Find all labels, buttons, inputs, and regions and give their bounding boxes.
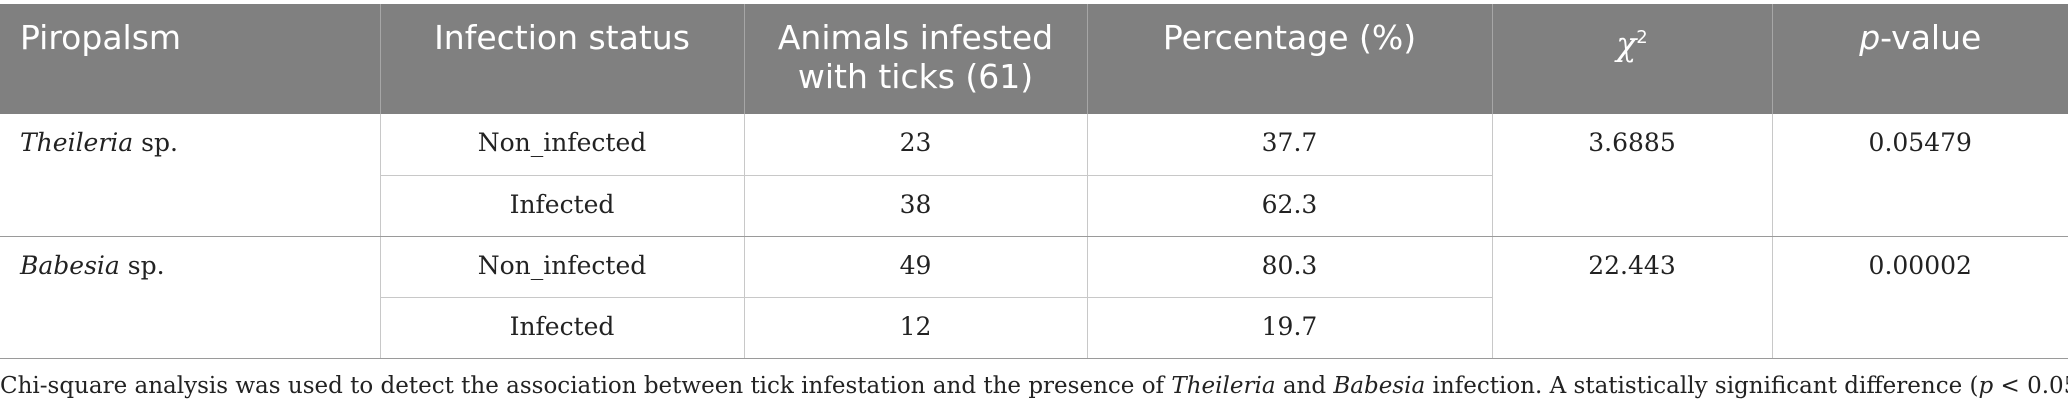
count-cell: 23 — [744, 114, 1088, 176]
genus-name: Theileria — [20, 128, 134, 157]
header-p-value: p-value — [1772, 4, 2068, 114]
genus-name: Babesia — [20, 250, 120, 280]
chi-superscript: 2 — [1636, 27, 1648, 48]
species-suffix: sp. — [119, 250, 165, 280]
header-row: Piropalsm Infection status Animals infes… — [0, 4, 2068, 114]
chi-cell: 22.443 — [1492, 236, 1773, 359]
footnote-genus2: Babesia — [1333, 373, 1426, 399]
status-cell: Infected — [380, 175, 745, 237]
header-piropalsm: Piropalsm — [0, 4, 381, 114]
status-cell: Non_infected — [380, 114, 745, 176]
species-suffix: sp. — [133, 128, 178, 157]
p-value-cell: 0.00002 — [1772, 236, 2068, 359]
footnote-part1: Chi-square analysis was used to detect t… — [0, 373, 1172, 399]
header-p-rest: -value — [1880, 18, 1982, 57]
header-animals-line1: Animals infested — [777, 18, 1054, 57]
results-table: Piropalsm Infection status Animals infes… — [0, 4, 2068, 359]
header-chi-square: χ2 — [1492, 4, 1773, 114]
footnote-genus1: Theileria — [1171, 373, 1276, 399]
footnote-part4: < 0.05). — [2000, 373, 2068, 399]
count-cell: 38 — [744, 175, 1088, 237]
status-cell: Infected — [380, 297, 745, 359]
footnote-part2: and — [1275, 373, 1334, 399]
table-footnote: Chi-square analysis was used to detect t… — [0, 372, 2068, 400]
percent-cell: 37.7 — [1087, 114, 1493, 176]
table-row: Infected 38 62.3 — [0, 175, 2068, 237]
p-value-cell: 0.05479 — [1772, 114, 2068, 237]
table-row: Babesia sp. Non_infected 49 80.3 22.443 … — [0, 236, 2068, 359]
count-cell: 12 — [744, 297, 1088, 359]
header-infection-status: Infection status — [380, 4, 745, 114]
table-row: Theileria sp. Non_infected 23 37.7 3.688… — [0, 114, 2068, 237]
piropalsm-cell: Theileria sp. — [0, 114, 381, 237]
chi-cell: 3.6885 — [1492, 114, 1773, 237]
status-cell: Non_infected — [380, 236, 745, 298]
header-animals-infested: Animals infested with ticks (61) — [744, 4, 1088, 114]
header-percentage: Percentage (%) — [1087, 4, 1493, 114]
footnote-part3: infection. A statistically significant d… — [1425, 373, 1979, 399]
chi-symbol: χ — [1616, 24, 1637, 63]
count-cell: 49 — [744, 236, 1088, 298]
table-row: Infected 12 19.7 — [0, 297, 2068, 359]
header-animals-line2: with ticks (61) — [797, 57, 1034, 96]
piropalsm-cell: Babesia sp. — [0, 236, 381, 359]
footnote-p-italic: p — [1978, 373, 1994, 399]
header-p-italic: p — [1859, 18, 1881, 57]
percent-cell: 62.3 — [1087, 175, 1493, 237]
percent-cell: 19.7 — [1087, 297, 1493, 359]
percent-cell: 80.3 — [1087, 236, 1493, 298]
